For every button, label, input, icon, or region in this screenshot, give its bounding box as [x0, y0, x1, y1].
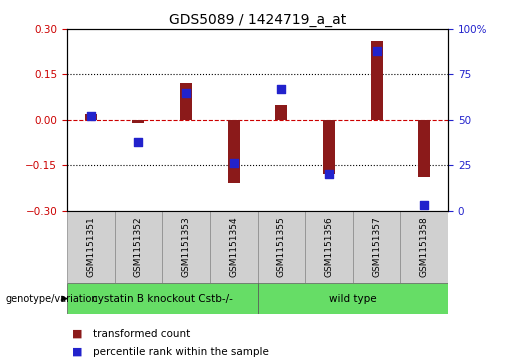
Bar	[305, 211, 353, 283]
Text: GSM1151351: GSM1151351	[87, 216, 95, 277]
Bar	[67, 211, 115, 283]
Point	[182, 90, 190, 95]
Text: wild type: wild type	[329, 294, 376, 303]
Bar	[180, 83, 192, 120]
Bar	[67, 283, 258, 314]
Bar	[323, 120, 335, 174]
Bar	[371, 41, 383, 120]
Bar	[258, 211, 305, 283]
Bar	[85, 114, 97, 120]
Point	[420, 202, 428, 208]
Bar	[353, 211, 401, 283]
Point	[372, 48, 381, 54]
Title: GDS5089 / 1424719_a_at: GDS5089 / 1424719_a_at	[169, 13, 346, 26]
Text: GSM1151352: GSM1151352	[134, 216, 143, 277]
Text: GSM1151354: GSM1151354	[229, 216, 238, 277]
Bar	[276, 105, 287, 120]
Text: GSM1151357: GSM1151357	[372, 216, 381, 277]
Text: cystatin B knockout Cstb-/-: cystatin B knockout Cstb-/-	[92, 294, 233, 303]
Bar	[418, 120, 430, 177]
Bar	[114, 211, 162, 283]
Point	[134, 139, 143, 144]
Text: GSM1151353: GSM1151353	[182, 216, 191, 277]
Point	[230, 160, 238, 166]
Text: transformed count: transformed count	[93, 329, 190, 339]
Text: genotype/variation: genotype/variation	[5, 294, 98, 303]
Text: percentile rank within the sample: percentile rank within the sample	[93, 347, 269, 357]
Bar	[210, 211, 258, 283]
Text: GSM1151355: GSM1151355	[277, 216, 286, 277]
Bar	[132, 120, 144, 123]
Text: ■: ■	[72, 329, 82, 339]
Bar	[258, 283, 448, 314]
Bar	[162, 211, 210, 283]
Bar	[401, 211, 448, 283]
Text: GSM1151358: GSM1151358	[420, 216, 428, 277]
Point	[325, 171, 333, 177]
Text: GSM1151356: GSM1151356	[324, 216, 333, 277]
Bar	[228, 120, 239, 183]
Point	[87, 113, 95, 119]
Text: ■: ■	[72, 347, 82, 357]
Point	[277, 86, 285, 92]
